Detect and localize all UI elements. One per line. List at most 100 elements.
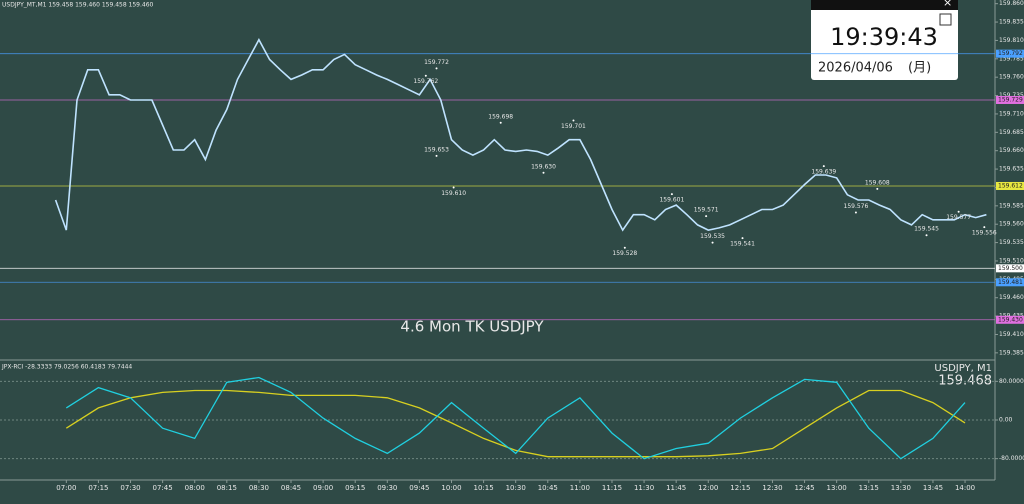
indicator-title: JPX-RCI -28.3333 79.0256 60.4183 79.7444 bbox=[1, 364, 132, 371]
clock: × 19:39:43 2026/04/06 (月) bbox=[811, 0, 958, 80]
clock-time: 19:39:43 bbox=[830, 23, 938, 51]
price-level-tag bbox=[996, 264, 1024, 273]
extremum-label: 159.541 bbox=[730, 241, 755, 248]
extremum-label: 159.528 bbox=[612, 250, 637, 257]
extremum-point bbox=[711, 241, 714, 244]
extremum-point bbox=[572, 119, 575, 122]
extremum-label: 159.698 bbox=[488, 113, 513, 120]
x-tick-label: 07:15 bbox=[88, 484, 108, 492]
y-tick-label: 159.535 bbox=[999, 239, 1024, 246]
extremum-label: 159.601 bbox=[659, 197, 684, 204]
x-tick-label: 10:30 bbox=[506, 484, 526, 492]
x-tick-label: 13:00 bbox=[827, 484, 847, 492]
extremum-point bbox=[957, 210, 960, 213]
y-tick-label: 159.860 bbox=[999, 0, 1024, 7]
y-tick-label: 159.785 bbox=[999, 55, 1024, 62]
y-tick-label: 80.0000 bbox=[999, 378, 1024, 385]
extremum-point bbox=[452, 186, 455, 189]
clock-date: 2026/04/06 bbox=[818, 61, 893, 76]
y-tick-label: 159.385 bbox=[999, 349, 1024, 356]
x-tick-label: 07:30 bbox=[120, 484, 140, 492]
extremum-point bbox=[670, 193, 673, 196]
x-tick-label: 10:00 bbox=[441, 484, 461, 492]
extremum-label: 159.653 bbox=[424, 146, 449, 153]
extremum-label: 159.639 bbox=[811, 169, 836, 176]
x-tick-label: 08:15 bbox=[217, 484, 237, 492]
x-tick-label: 12:15 bbox=[730, 484, 750, 492]
x-tick-label: 09:30 bbox=[377, 484, 397, 492]
extremum-label: 159.545 bbox=[914, 226, 939, 233]
x-tick-label: 12:45 bbox=[794, 484, 814, 492]
extremum-point bbox=[854, 211, 857, 214]
x-tick-label: 11:15 bbox=[602, 484, 622, 492]
y-tick-label: 159.735 bbox=[999, 92, 1024, 99]
y-tick-label: 159.510 bbox=[999, 257, 1024, 264]
y-tick-label: 0.00 bbox=[999, 417, 1013, 424]
extremum-point bbox=[623, 246, 626, 249]
y-tick-label: -80.0000 bbox=[999, 455, 1024, 462]
extremum-label: 159.535 bbox=[700, 233, 725, 240]
price-level-tag bbox=[996, 95, 1024, 104]
y-tick-label: 159.760 bbox=[999, 74, 1024, 81]
extremum-label: 159.571 bbox=[694, 207, 719, 214]
x-tick-label: 12:30 bbox=[762, 484, 782, 492]
y-tick-label: 159.810 bbox=[999, 37, 1024, 44]
x-tick-label: 13:30 bbox=[891, 484, 911, 492]
price-level-tag bbox=[996, 278, 1024, 287]
chart-title: USDJPY_MT,M1 159.458 159.460 159.458 159… bbox=[2, 2, 154, 9]
x-tick-label: 11:45 bbox=[666, 484, 686, 492]
price-line bbox=[65, 389, 966, 458]
y-tick-label: 159.585 bbox=[999, 202, 1024, 209]
y-tick-label: 159.560 bbox=[999, 221, 1024, 228]
x-tick-label: 08:30 bbox=[249, 484, 269, 492]
extremum-label: 159.630 bbox=[531, 163, 556, 170]
pin-button[interactable] bbox=[939, 13, 952, 26]
price-level-label: 159.500 bbox=[998, 265, 1023, 272]
x-tick-label: 11:30 bbox=[634, 484, 654, 492]
y-tick-label: 159.635 bbox=[999, 166, 1024, 173]
y-tick-label: 159.660 bbox=[999, 147, 1024, 154]
x-tick-label: 09:45 bbox=[409, 484, 429, 492]
symbol-name: USDJPY, M1 bbox=[934, 363, 992, 374]
y-tick-label: 159.460 bbox=[999, 294, 1024, 301]
extremum-label: 159.577 bbox=[946, 214, 971, 221]
y-tick-label: 159.410 bbox=[999, 331, 1024, 338]
extremum-label: 159.701 bbox=[561, 123, 586, 130]
price-level-label: 159.612 bbox=[998, 182, 1023, 189]
extremum-point bbox=[876, 187, 879, 190]
extremum-point bbox=[499, 121, 502, 124]
clock-weekday: (月) bbox=[908, 61, 931, 76]
extremum-label: 159.762 bbox=[413, 78, 438, 85]
clock-titlebar bbox=[811, 0, 958, 10]
extremum-label: 159.608 bbox=[865, 179, 890, 186]
x-tick-label: 08:00 bbox=[185, 484, 205, 492]
extremum-point bbox=[424, 74, 427, 77]
x-tick-label: 14:00 bbox=[955, 484, 975, 492]
extremum-point bbox=[741, 237, 744, 240]
x-tick-label: 10:15 bbox=[473, 484, 493, 492]
x-tick-label: 09:00 bbox=[313, 484, 333, 492]
extremum-point bbox=[822, 165, 825, 168]
y-tick-label: 159.685 bbox=[999, 129, 1024, 136]
y-tick-label: 159.710 bbox=[999, 110, 1024, 117]
x-tick-label: 11:00 bbox=[570, 484, 590, 492]
price-level-label: 159.430 bbox=[998, 316, 1023, 323]
price-level-label: 159.792 bbox=[998, 50, 1023, 57]
close-button[interactable]: × bbox=[943, 0, 952, 9]
extremum-point bbox=[435, 154, 438, 157]
price-level-label: 159.481 bbox=[998, 279, 1023, 286]
extremum-label: 159.610 bbox=[441, 190, 466, 197]
extremum-label: 159.772 bbox=[424, 59, 449, 66]
y-tick-label: 159.835 bbox=[999, 19, 1024, 26]
price-level-tag bbox=[996, 315, 1024, 324]
x-tick-label: 12:00 bbox=[698, 484, 718, 492]
x-tick-label: 13:15 bbox=[859, 484, 879, 492]
x-tick-label: 13:45 bbox=[923, 484, 943, 492]
extremum-label: 159.556 bbox=[972, 230, 997, 237]
price-level-tag bbox=[996, 49, 1024, 58]
extremum-label: 159.576 bbox=[844, 203, 869, 210]
extremum-point bbox=[983, 226, 986, 229]
